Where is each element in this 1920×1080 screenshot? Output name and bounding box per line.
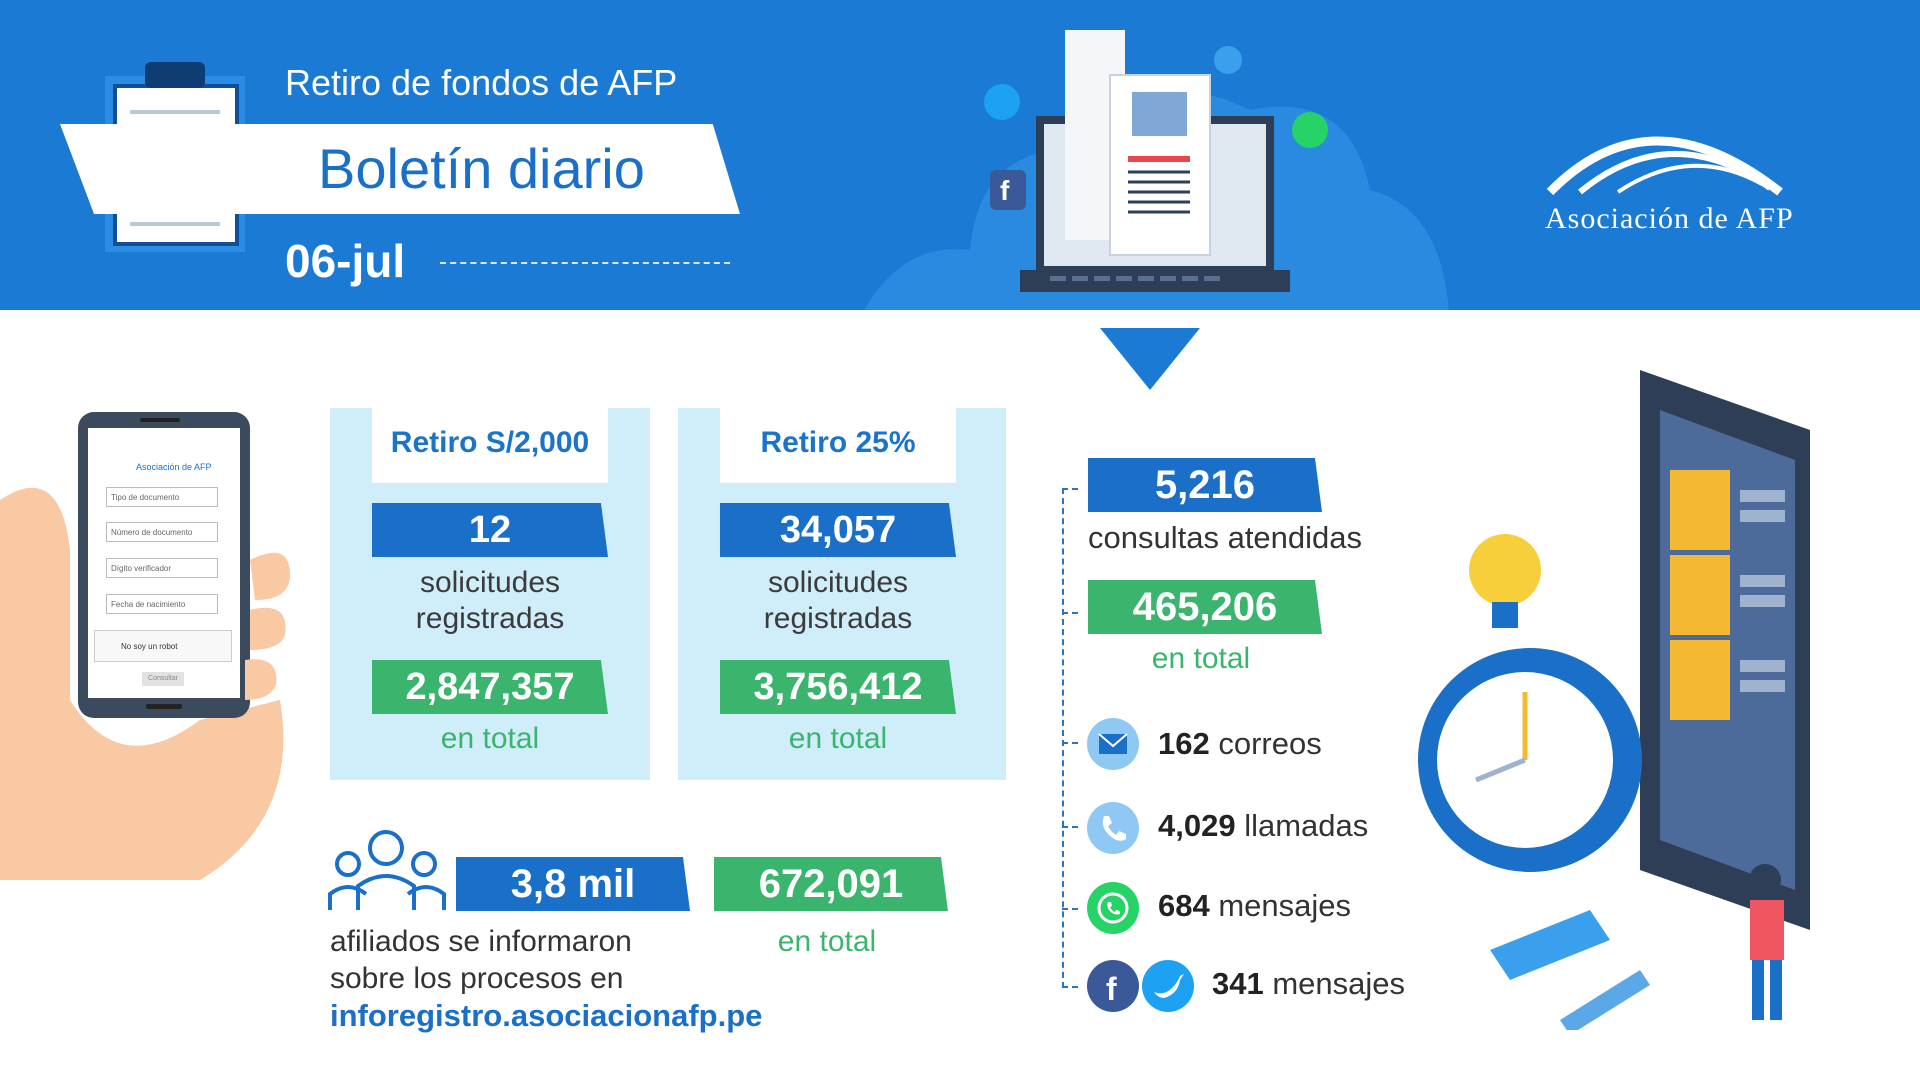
connector-tick [1062,826,1078,828]
email-icon [1087,718,1139,770]
channel-phone: 4,029 llamadas [1158,808,1369,843]
connector-tick [1062,908,1078,910]
panel-retiro-2000-label-2: registradas [415,602,565,635]
phone-doc-type-select[interactable]: Tipo de documento [106,487,218,507]
panel-retiro-25-label-2: registradas [763,602,913,635]
phone-captcha-checkbox[interactable]: No soy un robot [94,630,232,662]
svg-text:f: f [1106,971,1117,1007]
channel-social: 341 mensajes [1212,966,1406,1001]
header-wave [0,310,1920,330]
people-group-icon [328,830,446,910]
panel-retiro-2000-count: 12 [372,503,608,557]
afp-logo-icon [1546,136,1783,196]
panel-retiro-2000-label-1: solicitudes [419,566,561,599]
whatsapp-icon [1292,112,1328,148]
affiliates-total: 672,091 [714,857,948,911]
phone-digit-field[interactable]: Dígito verificador [106,558,218,578]
panel-retiro-25-count: 34,057 [720,503,956,557]
phone-consult-button[interactable]: Consultar [142,672,184,686]
panel-retiro-2000-title: Retiro S/2,000 [390,426,590,459]
header-pointer [1100,328,1200,390]
consultas-total-label: en total [1151,642,1251,675]
twitter-icon [984,84,1020,120]
consultas-label: consultas atendidas [1088,520,1363,555]
stats-connector [1062,488,1064,988]
panel-retiro-2000-tab [372,408,608,483]
affiliates-count: 3,8 mil [456,857,690,911]
support-illustration [1418,370,1810,1030]
laptop-illustration: f [984,30,1328,292]
whatsapp-icon [1087,882,1139,934]
panel-retiro-25-label-1: solicitudes [767,566,909,599]
svg-text:f: f [1000,175,1010,206]
date-divider [440,262,730,264]
panel-retiro-25-tab [720,408,956,483]
connector-tick [1062,986,1078,988]
panel-retiro-2000-total-label: en total [440,722,540,755]
consultas-total: 465,206 [1088,580,1322,634]
panel-retiro-25-total-label: en total [788,722,888,755]
affiliates-text-1: afiliados se informaron [330,925,632,958]
panel-retiro-25-total: 3,756,412 [720,660,956,714]
affiliates-text-2: sobre los procesos en [330,962,624,995]
connector-tick [1062,488,1078,490]
channel-email: 162 correos [1158,726,1322,761]
title-ribbon [60,124,740,214]
facebook-icon [990,170,1026,210]
connector-tick [1062,742,1078,744]
logo-text: Asociación de AFP [1545,202,1794,235]
bulletin-date: 06-jul [285,235,406,287]
panel-retiro-25-title: Retiro 25% [760,426,916,459]
affiliates-link[interactable]: inforegistro.asociacionafp.pe [330,998,763,1033]
phone-birthdate-field[interactable]: Fecha de nacimiento [106,594,218,614]
phone-icon [1087,802,1139,854]
twitter-icon [1142,960,1194,1012]
consultas-count: 5,216 [1088,458,1322,512]
connector-tick [1062,612,1078,614]
header-subtitle: Retiro de fondos de AFP [285,62,678,103]
channel-whatsapp: 684 mensajes [1158,888,1352,923]
panel-retiro-2000-total: 2,847,357 [372,660,608,714]
facebook-icon: f [1087,960,1139,1012]
phone-doc-number-field[interactable]: Número de documento [106,522,218,542]
affiliates-total-label: en total [777,925,877,958]
phone-brand: Asociación de AFP [136,462,212,472]
page-title: Boletín diario [318,137,645,200]
